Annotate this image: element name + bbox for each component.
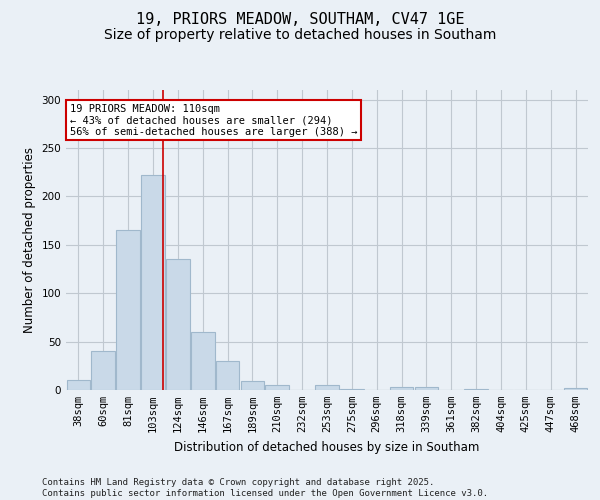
Bar xyxy=(116,230,140,390)
Bar xyxy=(415,387,438,390)
Text: 19, PRIORS MEADOW, SOUTHAM, CV47 1GE: 19, PRIORS MEADOW, SOUTHAM, CV47 1GE xyxy=(136,12,464,28)
Bar xyxy=(241,382,264,390)
Bar xyxy=(315,385,339,390)
Bar xyxy=(216,361,239,390)
Bar xyxy=(340,389,364,390)
Bar xyxy=(564,388,587,390)
Bar xyxy=(67,380,90,390)
Bar xyxy=(141,175,165,390)
Bar xyxy=(166,260,190,390)
Bar xyxy=(265,385,289,390)
Bar xyxy=(91,352,115,390)
Y-axis label: Number of detached properties: Number of detached properties xyxy=(23,147,36,333)
Text: Contains HM Land Registry data © Crown copyright and database right 2025.
Contai: Contains HM Land Registry data © Crown c… xyxy=(42,478,488,498)
X-axis label: Distribution of detached houses by size in Southam: Distribution of detached houses by size … xyxy=(175,440,479,454)
Bar xyxy=(464,389,488,390)
Text: 19 PRIORS MEADOW: 110sqm
← 43% of detached houses are smaller (294)
56% of semi-: 19 PRIORS MEADOW: 110sqm ← 43% of detach… xyxy=(70,104,357,136)
Bar xyxy=(191,332,215,390)
Bar xyxy=(390,387,413,390)
Text: Size of property relative to detached houses in Southam: Size of property relative to detached ho… xyxy=(104,28,496,42)
